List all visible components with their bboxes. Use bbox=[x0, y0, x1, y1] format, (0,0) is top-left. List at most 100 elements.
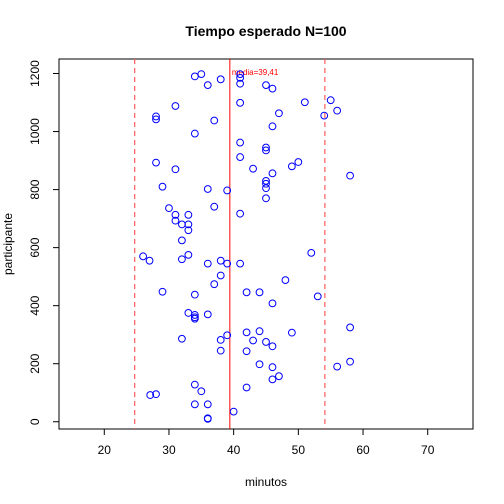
x-tick-label: 30 bbox=[162, 443, 176, 457]
data-point bbox=[262, 179, 270, 188]
data-point bbox=[178, 236, 186, 245]
y-tick-label: 1200 bbox=[28, 60, 42, 87]
data-point bbox=[236, 70, 245, 78]
x-tick-label: 50 bbox=[292, 443, 306, 457]
data-point bbox=[146, 391, 155, 399]
plot-frame bbox=[58, 58, 474, 430]
y-tick-label: 1000 bbox=[28, 118, 42, 145]
data-point bbox=[268, 375, 277, 384]
data-point bbox=[190, 129, 199, 138]
data-point bbox=[268, 342, 277, 351]
data-point bbox=[158, 182, 167, 191]
data-point bbox=[242, 383, 251, 392]
data-point bbox=[333, 106, 342, 115]
data-point bbox=[262, 176, 270, 185]
data-point bbox=[268, 122, 277, 131]
data-point bbox=[210, 116, 219, 125]
data-point bbox=[346, 171, 354, 180]
data-point bbox=[236, 79, 245, 88]
data-point bbox=[184, 210, 193, 219]
plot-area: media=39,41 bbox=[58, 58, 474, 430]
data-point bbox=[178, 220, 186, 229]
data-point bbox=[294, 158, 303, 166]
x-tick-label: 60 bbox=[356, 443, 370, 457]
data-point bbox=[190, 313, 199, 322]
data-point bbox=[190, 290, 199, 299]
data-point bbox=[190, 72, 199, 81]
data-point bbox=[307, 248, 316, 257]
data-point bbox=[178, 255, 186, 264]
y-axis: 0 200 400 600 800 1000 1200 bbox=[28, 60, 59, 425]
data-point bbox=[249, 164, 257, 173]
data-point bbox=[346, 357, 354, 366]
data-point bbox=[184, 226, 193, 235]
data-point bbox=[262, 143, 270, 152]
data-point bbox=[242, 328, 251, 337]
data-point bbox=[236, 138, 245, 147]
data-point bbox=[223, 331, 232, 340]
data-point bbox=[203, 185, 212, 193]
data-point bbox=[152, 115, 160, 124]
data-point bbox=[216, 271, 225, 280]
data-point bbox=[346, 323, 354, 332]
data-point bbox=[203, 259, 212, 268]
mean-label: media=39,41 bbox=[232, 68, 279, 77]
data-point bbox=[326, 96, 335, 105]
data-point bbox=[223, 259, 232, 268]
data-point bbox=[158, 287, 167, 296]
data-point bbox=[236, 98, 245, 107]
y-axis-label: participante bbox=[1, 213, 15, 275]
data-point bbox=[216, 336, 225, 344]
data-point bbox=[203, 400, 212, 409]
data-point bbox=[275, 372, 283, 381]
data-point bbox=[152, 390, 160, 399]
data-point bbox=[197, 70, 206, 78]
data-point bbox=[152, 112, 160, 121]
data-point bbox=[249, 336, 257, 345]
x-tick-label: 40 bbox=[227, 443, 241, 457]
data-point bbox=[216, 256, 225, 265]
data-point bbox=[262, 81, 270, 90]
y-tick-label: 400 bbox=[28, 295, 42, 315]
data-point bbox=[333, 362, 342, 371]
data-point bbox=[262, 338, 270, 346]
data-point bbox=[287, 328, 296, 337]
data-point bbox=[300, 98, 309, 107]
x-tick-label: 20 bbox=[98, 443, 112, 457]
data-point bbox=[190, 380, 199, 389]
data-point bbox=[216, 75, 225, 84]
data-point bbox=[268, 363, 277, 372]
data-point bbox=[268, 84, 277, 93]
y-tick-label: 600 bbox=[28, 237, 42, 257]
y-tick-label: 200 bbox=[28, 353, 42, 373]
x-axis: 20 30 40 50 60 70 bbox=[98, 429, 435, 457]
data-point bbox=[197, 387, 206, 396]
x-axis-label: minutos bbox=[245, 475, 287, 489]
data-point bbox=[242, 288, 251, 297]
y-tick-label: 800 bbox=[28, 179, 42, 199]
data-point bbox=[268, 299, 277, 308]
data-point bbox=[275, 109, 283, 118]
data-point bbox=[145, 256, 154, 265]
data-point bbox=[152, 158, 160, 167]
data-point bbox=[210, 280, 219, 289]
data-point bbox=[255, 327, 264, 336]
data-point bbox=[236, 73, 245, 82]
data-point bbox=[184, 309, 193, 317]
data-point bbox=[229, 407, 238, 416]
data-point bbox=[190, 400, 199, 409]
data-point bbox=[262, 194, 270, 203]
data-point bbox=[165, 204, 173, 213]
data-point bbox=[268, 169, 277, 178]
data-point bbox=[313, 292, 322, 301]
data-point bbox=[171, 210, 180, 219]
data-point bbox=[281, 276, 290, 285]
data-point bbox=[184, 250, 193, 259]
data-point bbox=[223, 186, 232, 195]
data-point bbox=[203, 81, 212, 90]
data-point bbox=[171, 165, 180, 174]
data-point bbox=[210, 202, 219, 211]
y-tick-label: 0 bbox=[28, 418, 42, 425]
data-point bbox=[320, 111, 329, 120]
